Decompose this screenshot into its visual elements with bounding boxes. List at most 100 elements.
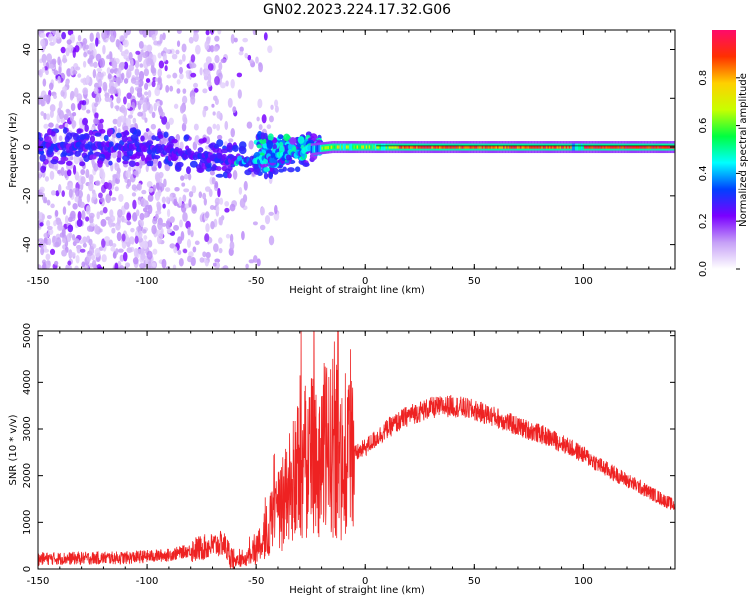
heatmap-cell xyxy=(147,90,152,98)
colorbar-tick-label: 0.4 xyxy=(698,165,709,181)
heatmap-cell xyxy=(152,184,157,193)
heatmap-cell xyxy=(471,145,473,149)
heatmap-cell xyxy=(637,145,640,149)
heatmap-cell xyxy=(100,218,107,227)
heatmap-cell xyxy=(134,68,140,77)
heatmap-cell xyxy=(204,259,209,267)
heatmap-cell xyxy=(74,187,80,197)
heatmap-cell xyxy=(232,144,239,152)
heatmap-cell xyxy=(93,102,99,108)
heatmap-cell xyxy=(478,145,481,149)
heatmap-cell xyxy=(513,145,516,149)
heatmap-cell xyxy=(94,95,100,103)
heatmap-cell xyxy=(188,198,192,208)
heatmap-cell xyxy=(136,88,143,94)
heatmap-cell xyxy=(619,145,621,149)
heatmap-cell xyxy=(417,145,420,149)
heatmap-cell xyxy=(268,115,274,123)
heatmap-cell xyxy=(287,167,295,173)
heatmap-cell xyxy=(68,232,73,239)
heatmap-cell xyxy=(83,154,90,163)
heatmap-cell xyxy=(218,247,223,254)
heatmap-cell xyxy=(194,44,201,55)
heatmap-cell xyxy=(361,145,363,149)
heatmap-cell xyxy=(54,241,60,248)
heatmap-cell xyxy=(464,145,467,149)
heatmap-cell xyxy=(358,145,360,149)
heatmap-cell xyxy=(581,145,583,149)
heatmap-cell xyxy=(121,135,128,143)
heatmap-cell xyxy=(113,82,119,88)
heatmap-panel: -150 -100 -50 0 50 100 -40 -20 0 20 40 Height of … xyxy=(8,29,676,296)
heatmap-cell xyxy=(139,219,144,228)
heatmap-cell xyxy=(610,145,612,149)
heatmap-cell xyxy=(94,224,99,234)
heatmap-cell xyxy=(599,145,601,149)
heatmap-cell xyxy=(564,145,566,149)
heatmap-cell xyxy=(364,145,366,149)
heatmap-cell xyxy=(264,214,271,225)
heatmap-cell xyxy=(169,216,175,224)
heatmap-cell xyxy=(74,45,80,53)
heatmap-cell xyxy=(50,203,55,209)
heatmap-cell xyxy=(209,170,215,176)
heatmap-cell xyxy=(475,145,478,149)
heatmap-cell xyxy=(97,266,104,269)
heatmap-cell xyxy=(393,145,395,149)
heatmap-cell xyxy=(628,145,630,149)
heatmap-cell xyxy=(52,35,57,45)
heatmap-cell xyxy=(62,127,68,134)
heatmap-cell xyxy=(368,145,371,149)
heatmap-cell xyxy=(416,145,418,149)
heatmap-cell xyxy=(199,67,203,76)
heatmap-cell xyxy=(173,224,180,231)
heatmap-cell xyxy=(289,137,297,145)
heatmap-cell xyxy=(590,145,592,149)
heatmap-cell xyxy=(229,233,234,243)
heatmap-cell xyxy=(48,33,54,42)
heatmap-cell xyxy=(330,145,333,149)
heatmap-cell xyxy=(102,206,108,214)
heatmap-cell xyxy=(111,227,116,234)
heatmap-cell xyxy=(186,148,192,155)
heatmap-cell xyxy=(46,219,51,227)
heatmap-cell xyxy=(336,145,339,149)
heatmap-cell xyxy=(44,136,52,144)
heatmap-cell xyxy=(57,107,62,116)
heatmap-cell xyxy=(122,130,130,136)
heatmap-cell xyxy=(382,145,385,149)
heatmap-cell xyxy=(613,145,615,149)
heatmap-cell xyxy=(176,40,181,48)
heatmap-cell xyxy=(182,211,188,222)
heatmap-cell xyxy=(204,40,210,51)
heatmap-cell xyxy=(161,258,167,269)
heatmap-cell xyxy=(119,265,125,269)
heatmap-cell xyxy=(344,145,346,149)
heatmap-cell xyxy=(258,62,263,73)
heatmap-cell xyxy=(387,145,389,149)
colorbar: 0.0 0.2 0.4 0.6 0.8 Normalized spectral ampl… xyxy=(698,30,749,277)
heatmap-cell xyxy=(46,215,52,220)
heatmap-cell xyxy=(39,137,44,142)
heatmap-cell xyxy=(652,145,655,149)
heatmap-cell xyxy=(179,219,183,228)
heatmap-cell xyxy=(41,53,47,64)
heatmap-cell xyxy=(145,78,151,83)
heatmap-cell xyxy=(51,58,57,65)
heatmap-cell xyxy=(81,210,86,220)
heatmap-cell xyxy=(274,105,279,113)
heatmap-cell xyxy=(53,260,59,266)
heatmap-cell xyxy=(142,240,148,250)
heatmap-cell xyxy=(162,52,167,62)
heatmap-cell xyxy=(180,175,185,181)
heatmap-cell xyxy=(190,54,196,63)
heatmap-cell xyxy=(108,239,113,247)
heatmap-cell xyxy=(252,221,258,226)
heatmap-cell xyxy=(95,53,102,62)
heatmap-cell xyxy=(100,178,105,184)
heatmap-cell xyxy=(178,196,183,207)
heatmap-cell xyxy=(45,260,51,269)
heatmap-cell xyxy=(165,85,170,93)
heatmap-cell xyxy=(173,246,178,254)
heatmap-cell xyxy=(244,52,249,59)
